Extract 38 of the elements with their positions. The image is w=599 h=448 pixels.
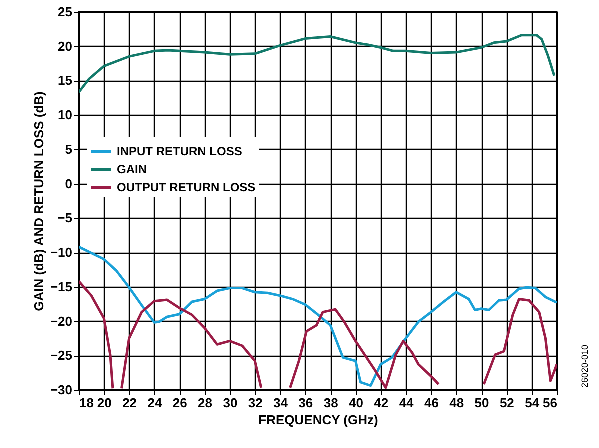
x-tick-label: 26 bbox=[172, 396, 188, 410]
y-tick-label: −25 bbox=[50, 348, 72, 364]
x-tick-label: 52 bbox=[500, 396, 514, 410]
x-tick-label: 32 bbox=[248, 396, 263, 410]
y-tick-label: −5 bbox=[58, 210, 72, 226]
y-tick-label: −15 bbox=[50, 279, 72, 294]
x-tick-label: 46 bbox=[424, 396, 439, 410]
x-tick-label: 34 bbox=[274, 396, 289, 410]
y-tick-label: 5 bbox=[65, 142, 72, 157]
x-axis-title: FREQUENCY (GHz) bbox=[258, 412, 378, 428]
x-tick-label: 54 bbox=[525, 396, 540, 410]
x-tick-label: 56 bbox=[543, 396, 558, 410]
y-tick-label: 25 bbox=[58, 4, 72, 20]
text: 26020-010 bbox=[580, 344, 590, 388]
x-tick-label: 50 bbox=[474, 396, 490, 410]
x-tick-label: 20 bbox=[97, 396, 112, 410]
x-tick-label: 42 bbox=[374, 396, 389, 410]
y-tick-label: 15 bbox=[58, 73, 72, 88]
x-tick-label: 28 bbox=[198, 396, 213, 410]
x-tick-label: 24 bbox=[148, 396, 163, 410]
y-tick-label: 10 bbox=[58, 108, 72, 123]
x-tick-label: 40 bbox=[349, 396, 364, 410]
legend-label: GAIN bbox=[117, 162, 147, 176]
x-tick-label: 38 bbox=[324, 396, 338, 410]
x-tick-label: 48 bbox=[450, 396, 464, 410]
x-tick-label: 30 bbox=[223, 396, 238, 410]
y-tick-label: −30 bbox=[50, 382, 72, 398]
legend-label: INPUT RETURN LOSS bbox=[117, 144, 242, 158]
y-tick-label: 20 bbox=[58, 38, 72, 54]
y-tick-label: −20 bbox=[50, 314, 72, 329]
x-tick-label: 18 bbox=[80, 396, 94, 410]
x-tick-label: 22 bbox=[122, 396, 138, 410]
legend-label: OUTPUT RETURN LOSS bbox=[117, 180, 256, 194]
x-tick-label: 36 bbox=[298, 396, 314, 410]
y-tick-label: 0 bbox=[65, 176, 72, 192]
x-tick-label: 44 bbox=[399, 396, 415, 410]
y-tick-label: −10 bbox=[50, 245, 72, 260]
y-axis-title: GAIN (dB) AND RETURN LOSS (dB) bbox=[31, 92, 46, 312]
